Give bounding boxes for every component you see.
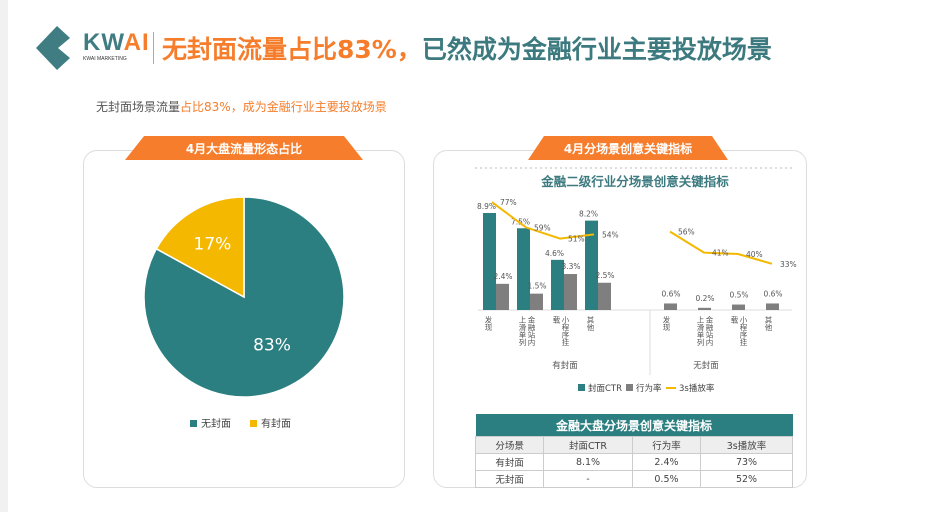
bar-label: 0.2%	[695, 294, 714, 303]
page-edge	[0, 0, 8, 512]
group-label: 无封面	[693, 360, 719, 371]
category-label: 发现	[662, 316, 671, 331]
summary-table: 金融大盘分场景创意关键指标 分场景 封面CTR 行为率 3s播放率 有封面 8.1% 2.…	[474, 414, 793, 488]
bar-label: 7.5%	[511, 217, 530, 226]
pie-label: 83%	[253, 335, 291, 355]
bar-ctr	[517, 228, 530, 310]
pie-slice	[155, 196, 245, 299]
bar-action	[564, 274, 577, 310]
table-title: 金融大盘分场景创意关键指标	[475, 414, 793, 437]
category-label: 小程序挂载	[552, 316, 570, 346]
cell: 无封面	[474, 470, 545, 488]
legend-swatch	[626, 384, 633, 391]
pie-label: 17%	[194, 235, 232, 255]
pie-ribbon: 4月大盘流量形态占比	[125, 136, 363, 160]
divider	[153, 32, 154, 64]
col-header: 封面CTR	[543, 436, 633, 454]
bar-label: 0.5%	[729, 291, 748, 300]
cell: 2.4%	[631, 453, 702, 471]
legend-label: 有封面	[261, 417, 291, 430]
category-label: 金融站内上滑单列	[518, 316, 536, 346]
line-label: 41%	[712, 249, 729, 258]
legend-label: 行为率	[636, 383, 662, 394]
bar-label: 8.2%	[579, 210, 598, 219]
line-label: 40%	[746, 250, 763, 259]
line-label: 77%	[500, 198, 517, 207]
cell: 8.1%	[543, 453, 633, 471]
category-label: 小程序挂载	[730, 316, 748, 346]
bar-action	[496, 283, 509, 310]
kwai-logo-icon	[36, 26, 70, 70]
page-title: 无封面流量占比83%，已然成为金融行业主要投放场景	[162, 35, 772, 64]
chart-ribbon: 4月分场景创意关键指标	[528, 136, 728, 160]
group-label: 有封面	[552, 360, 578, 371]
table-row: 有封面 8.1% 2.4% 73%	[474, 453, 793, 471]
legend-swatch	[578, 384, 585, 391]
line-label: 51%	[568, 235, 585, 244]
category-label: 其他	[764, 316, 773, 331]
page-subtitle: 无封面场景流量占比83%，成为金融行业主要投放场景	[96, 100, 387, 114]
bar-label: 4.6%	[545, 249, 564, 258]
bar-ctr	[483, 212, 496, 310]
brand-sub: KWAI MARKETING	[83, 56, 127, 62]
bar-action	[698, 307, 711, 310]
bar-label: 0.6%	[763, 289, 782, 298]
legend-swatch	[190, 420, 197, 427]
cell: 73%	[700, 453, 793, 471]
chart-title: 金融二级行业分场景创意关键指标	[540, 174, 729, 189]
line-3s	[491, 201, 595, 240]
bar-ctr	[585, 220, 598, 310]
col-header: 分场景	[474, 436, 545, 454]
bar-label: 2.4%	[493, 272, 512, 281]
category-label: 其他	[586, 316, 595, 331]
bar-label: 3.3%	[561, 262, 580, 271]
cell: 有封面	[474, 453, 545, 471]
bar-action	[766, 303, 779, 310]
line-label: 33%	[780, 260, 797, 269]
bar-action	[732, 304, 745, 310]
bar-action	[664, 303, 677, 310]
col-header: 3s播放率	[700, 436, 793, 454]
line-label: 54%	[602, 230, 619, 239]
line-label: 56%	[678, 228, 695, 237]
bar-label: 8.9%	[477, 202, 496, 211]
legend-label: 封面CTR	[588, 383, 622, 394]
brand-name: KWAI	[83, 29, 150, 56]
legend-swatch	[250, 420, 257, 427]
cell: 0.5%	[631, 470, 702, 488]
cell: -	[543, 470, 633, 488]
bar-ctr	[551, 259, 564, 310]
bar-label: 1.5%	[527, 282, 546, 291]
table-row: 无封面 -0.5% 52%	[474, 470, 793, 488]
bar-action	[530, 293, 543, 310]
bar-label: 2.5%	[595, 271, 614, 280]
line-label: 59%	[534, 223, 551, 232]
col-header: 行为率	[631, 436, 702, 454]
category-label: 发现	[484, 316, 493, 331]
legend-label: 3s播放率	[679, 383, 715, 394]
line-3s	[669, 230, 773, 265]
bar-action	[598, 282, 611, 310]
category-label: 金融站内上滑单列	[696, 316, 714, 346]
legend-label: 无封面	[201, 417, 231, 430]
cell: 52%	[700, 470, 793, 488]
bar-label: 0.6%	[661, 289, 680, 298]
